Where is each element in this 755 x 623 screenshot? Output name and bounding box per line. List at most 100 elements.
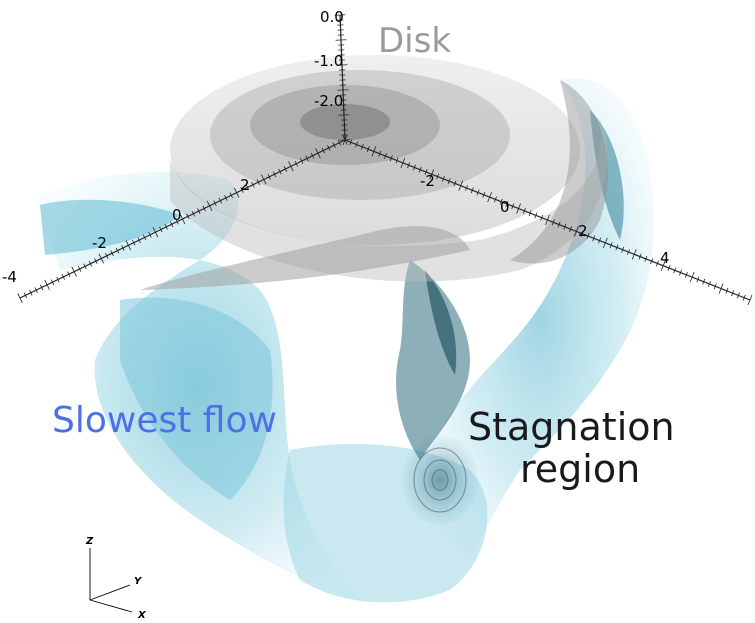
axis-tick-left — [261, 174, 267, 185]
axis-tick-left — [121, 245, 125, 251]
axis-tick-left — [169, 221, 174, 228]
axis-tick-right — [389, 155, 393, 162]
right-axis-labels: -2 0 2 4 — [420, 172, 670, 267]
axis-tick-left — [61, 274, 66, 280]
axis-tick-left — [202, 205, 206, 212]
vertical-axis-labels: 0.0 -1.0 -2.0 — [314, 8, 344, 110]
axis-tick-left — [294, 160, 298, 167]
axis-tick-left — [321, 147, 326, 154]
axis-tick-left — [305, 155, 309, 162]
axis-tick-right — [511, 203, 515, 210]
axis-tick-left — [191, 210, 196, 217]
axis-tick-right — [689, 271, 695, 283]
axis-tick-left — [179, 213, 186, 225]
axis-tick-left — [315, 148, 321, 159]
axis-tick-left — [50, 279, 55, 286]
triad-x-label: X — [137, 610, 147, 621]
axis-tick-right — [384, 153, 387, 159]
axis-tick-left — [337, 139, 342, 146]
axis-tick-left — [310, 152, 315, 159]
left-axis-labels: -4 -2 0 2 — [2, 176, 250, 286]
axis-tick-left — [98, 253, 104, 264]
vertical-axis — [339, 14, 346, 141]
axis-tick-right — [505, 201, 509, 207]
tick-right-1: 0 — [500, 198, 510, 216]
axis-tick-right — [476, 189, 480, 196]
axis-tick-right — [708, 281, 711, 287]
axis-tick-left — [278, 168, 282, 175]
axis-tick-right — [586, 233, 590, 239]
label-disk: Disk — [378, 21, 451, 61]
axis-tick-right — [563, 223, 567, 230]
axis-tick-left — [206, 200, 213, 211]
axis-tick-right — [702, 278, 706, 285]
axis-tick-right — [742, 294, 746, 301]
axis-tick-left — [256, 179, 261, 186]
axis-tick-right — [655, 260, 659, 267]
axis-tick-left — [29, 289, 33, 296]
axis-tick-right — [650, 258, 654, 265]
axis-tick-right — [482, 191, 486, 198]
axis-tick-left — [115, 247, 120, 254]
axis-tick-right — [360, 143, 364, 150]
axis-tick-left — [44, 279, 50, 290]
axis-tick-right — [436, 173, 440, 180]
axis-tick-left — [267, 173, 271, 180]
axis-tick-right — [412, 164, 416, 171]
axis-tick-left — [245, 184, 250, 191]
axis-tick-left — [327, 145, 331, 151]
axis-tick-right — [366, 146, 370, 153]
twisted-column — [396, 260, 470, 460]
axis-tick-left — [94, 258, 98, 265]
axis-tick-right — [580, 230, 584, 237]
axis-tick-right — [574, 226, 579, 237]
axis-tick-right — [551, 219, 555, 226]
axis-tick-left — [125, 240, 132, 251]
axis-tick-right — [660, 260, 666, 271]
axis-tick-right — [631, 249, 637, 260]
axis-tick-right — [644, 255, 648, 262]
axis-tick-right — [684, 271, 688, 278]
axis-tick-left — [332, 142, 336, 149]
axis-tick-right — [528, 210, 532, 217]
axis-tick-right — [718, 283, 724, 294]
orientation-triad — [89, 548, 133, 613]
axis-tick-right — [400, 157, 406, 169]
axis-tick-right — [725, 287, 729, 294]
axis-tick-right — [667, 265, 671, 271]
tick-left-3: 2 — [240, 176, 250, 194]
axis-tick-right — [603, 237, 608, 249]
axis-tick-left — [175, 218, 179, 225]
stagnation-funnel — [283, 435, 488, 603]
axis-tick-right — [679, 269, 683, 276]
axis-tick-right — [407, 162, 411, 169]
axis-tick-left — [251, 181, 255, 188]
tick-vertical-2: -2.0 — [314, 92, 343, 110]
axis-tick-right — [731, 290, 735, 297]
axis-tick-left — [104, 252, 109, 259]
axis-tick-left — [83, 263, 87, 270]
axis-tick-right — [615, 244, 619, 251]
triad-z-label: Z — [85, 536, 94, 547]
axis-tick-right — [453, 180, 457, 187]
axis-tick-left — [213, 200, 217, 207]
axis-tick-right — [441, 175, 445, 182]
axis-tick-left — [67, 271, 71, 278]
axis-tick-right — [638, 253, 642, 260]
axis-tick-right — [598, 237, 602, 244]
axis-tick-right — [534, 212, 538, 219]
axis-tick-left — [197, 208, 201, 214]
axis-tick-right — [545, 214, 550, 226]
tick-right-0: -2 — [420, 172, 435, 190]
axis-tick-right — [621, 246, 625, 253]
axis-tick-right — [378, 150, 382, 157]
axis-tick-left — [110, 250, 114, 257]
axis-tick-right — [696, 276, 700, 283]
axis-tick-right — [673, 267, 677, 274]
axis-tick-right — [627, 249, 630, 255]
axis-tick-left — [148, 231, 152, 238]
axis-tick-left — [164, 224, 168, 230]
axis-tick-right — [516, 203, 521, 214]
tick-vertical-0: 0.0 — [320, 8, 344, 26]
axis-tick-right — [355, 141, 359, 148]
